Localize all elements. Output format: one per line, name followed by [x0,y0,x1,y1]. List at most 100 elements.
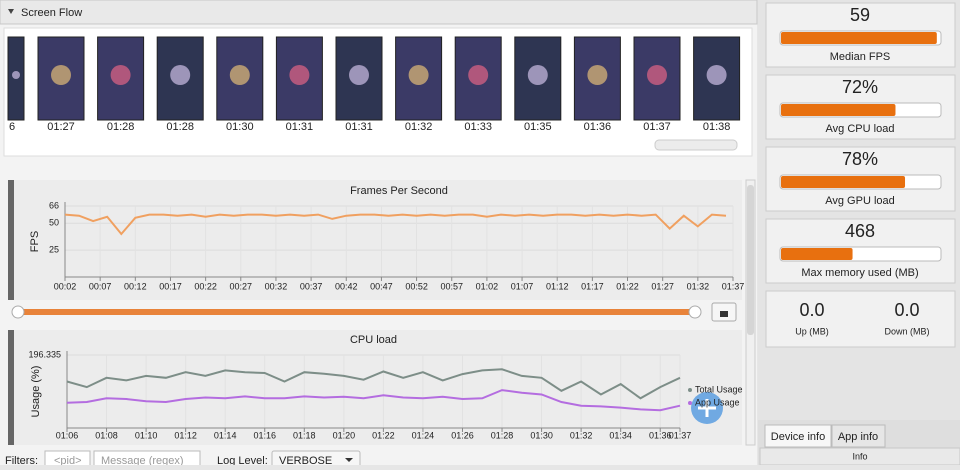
x-tick-label: 00:32 [265,281,288,291]
thumbnail-glow [468,65,489,85]
x-tick-label: 01:37 [669,430,692,440]
x-tick-label: 01:27 [651,281,674,291]
x-tick-label: 00:52 [405,281,428,291]
stat-label: Max memory used (MB) [801,267,918,279]
thumbnail-glow [110,65,131,85]
y-tick-label: 196.335 [28,349,61,359]
y-axis-label: FPS [29,231,41,252]
transfer-value: 0.0 [799,300,824,320]
frame-time: 01:37 [643,121,671,133]
collapse-arrow[interactable] [8,9,14,14]
thumbnail-glow [647,65,667,85]
x-tick-label: 01:32 [687,281,710,291]
x-tick-label: 00:27 [230,281,253,291]
thumbnail-glow [349,65,369,85]
stat-value: 78% [842,149,878,169]
thumbnail-glow [289,65,310,85]
log-level-label: Log Level: [217,455,268,465]
thumbnail-glow [527,65,548,85]
fab-plus [698,399,716,417]
lock-icon [720,311,728,317]
x-tick-label: 00:57 [440,281,463,291]
x-tick-label: 01:08 [95,430,118,440]
frame-time: 01:35 [524,121,552,133]
transfer-box [765,290,956,348]
frame-time: 01:33 [464,121,492,133]
x-tick-label: 01:34 [609,430,632,440]
slider-thumb[interactable] [688,305,702,319]
y-tick-label: 66 [49,200,59,210]
thumbnail-glow [408,65,429,85]
series-line [64,213,727,236]
x-tick-label: 01:24 [412,430,435,440]
x-tick-label: 00:47 [370,281,393,291]
legend-label: Total Usage [695,384,743,394]
tab-app-info[interactable] [831,424,886,448]
x-tick-label: 01:20 [333,430,356,440]
x-tick-label: 01:22 [372,430,395,440]
screen-flow-header[interactable] [0,0,758,25]
frame-time: 01:28 [107,121,135,133]
frame-time: 01:38 [703,121,731,133]
x-tick-label: 00:37 [300,281,323,291]
tab-device-info[interactable] [764,424,832,448]
stat-bar [781,248,853,260]
thumbnail-glow [51,65,71,85]
message-placeholder: Message (regex) [101,455,184,465]
dropdown-arrow [345,458,353,462]
x-tick-label: 01:02 [476,281,499,291]
series-line [66,368,681,400]
range-slider[interactable] [14,309,696,315]
x-tick-label: 01:16 [253,430,276,440]
info-title: Info [852,451,867,461]
x-tick-label: 00:12 [124,281,147,291]
x-tick-label: 01:14 [214,430,237,440]
thumbnail-glow [170,65,191,85]
stat-bar [781,32,937,44]
scroll-thumb[interactable] [747,185,754,335]
frame-time: 01:36 [584,121,612,133]
frame-time: 01:30 [226,121,254,133]
stat-bar [781,176,906,188]
thumbnail-glow [12,71,20,79]
x-tick-label: 00:02 [54,281,77,291]
x-tick-label: 01:17 [581,281,604,291]
filters-label: Filters: [5,455,38,465]
stat-value: 72% [842,77,878,97]
panel-handle [8,330,14,445]
legend-swatch [688,388,692,392]
frame-time: 01:31 [345,121,373,133]
x-tick-label: 01:12 [174,430,197,440]
x-tick-label: 00:22 [194,281,217,291]
frame-time: 01:28 [166,121,194,133]
legend-swatch [688,401,692,405]
x-tick-label: 01:10 [135,430,158,440]
scrollbar[interactable] [654,139,738,151]
x-tick-label: 01:06 [56,430,79,440]
y-axis-label: Usage (%) [30,366,42,418]
x-tick-label: 00:17 [159,281,182,291]
x-tick-label: 01:37 [722,281,745,291]
x-tick-label: 01:12 [546,281,569,291]
thumbnail-glow [229,65,250,85]
slider-thumb[interactable] [11,305,25,319]
thumbnail-glow [587,65,608,85]
log-level-value: VERBOSE [279,455,332,465]
x-tick-label: 00:42 [335,281,358,291]
x-tick-label: 01:26 [451,430,474,440]
x-tick-label: 00:07 [89,281,112,291]
frame-time: 01:31 [286,121,314,133]
stat-label: Median FPS [830,51,891,63]
panel-handle [8,180,14,300]
transfer-label: Up (MB) [795,326,829,336]
x-tick-label: 01:18 [293,430,316,440]
stat-label: Avg GPU load [825,195,895,207]
x-tick-label: 01:07 [511,281,534,291]
screen-flow-title: Screen Flow [21,7,82,19]
y-tick-label: 50 [49,218,59,228]
stat-bar [781,104,896,116]
stat-label: Avg CPU load [826,123,895,135]
pid-placeholder: <pid> [54,455,82,465]
frame-time: 01:32 [405,121,433,133]
